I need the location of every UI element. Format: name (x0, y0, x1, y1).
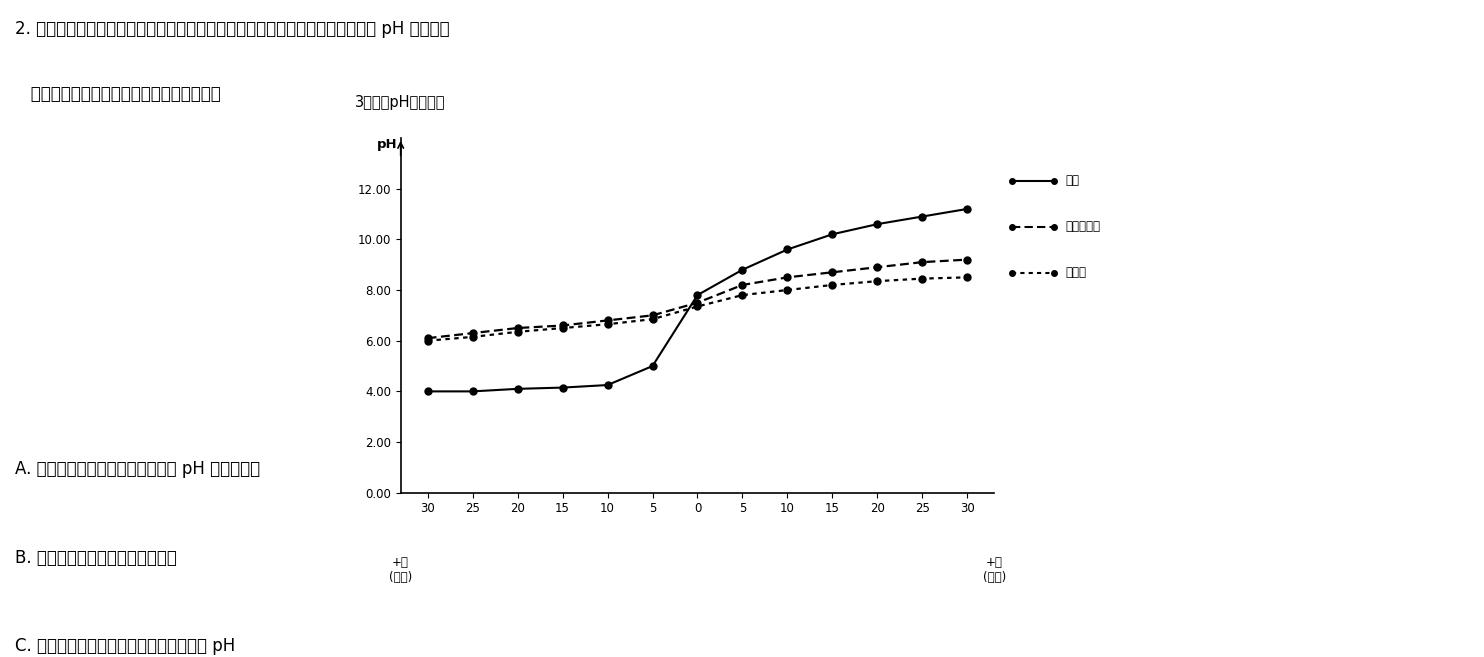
Point (699, 470, 717, 478)
Text: C. 每次滴加酸或碱后，均需摇匀后再测定 pH: C. 每次滴加酸或碱后，均需摇匀后再测定 pH (15, 637, 234, 655)
Line: 2 pts: 2 pts (1009, 178, 1057, 183)
Point (699, 466, 717, 474)
Text: A. 实验开始前，必须将三种液体的 pH 调为相同值: A. 实验开始前，必须将三种液体的 pH 调为相同值 (15, 460, 260, 478)
Text: 清水: 清水 (1066, 174, 1079, 187)
Point (699, 473, 717, 481)
Point (697, 473, 715, 481)
Text: +酸
(滴数): +酸 (滴数) (389, 556, 413, 584)
Line: 2 pts: 2 pts (1009, 224, 1057, 229)
Text: pH: pH (377, 137, 398, 150)
Text: 磷酸缓冲液: 磷酸缓冲液 (1066, 220, 1101, 233)
Point (697, 466, 715, 474)
Text: 肝匀浆: 肝匀浆 (1066, 266, 1086, 279)
Text: 能，实验数据如图所示。下列叙述错误的是: 能，实验数据如图所示。下列叙述错误的是 (15, 85, 221, 103)
Text: +碱
(滴数): +碱 (滴数) (982, 556, 1006, 584)
Point (697, 470, 715, 478)
Text: 3种样液pH变化曲线: 3种样液pH变化曲线 (356, 95, 445, 110)
Line: 2 pts: 2 pts (1009, 270, 1057, 275)
Text: 2. 某同学以清水、磷酸缓冲液、肝匀浆为实验材料，探究生物样品是否具有维持 pH 稳定的功: 2. 某同学以清水、磷酸缓冲液、肝匀浆为实验材料，探究生物样品是否具有维持 pH… (15, 20, 450, 37)
Text: B. 清水组和缓冲液组都属于对照组: B. 清水组和缓冲液组都属于对照组 (15, 549, 177, 566)
